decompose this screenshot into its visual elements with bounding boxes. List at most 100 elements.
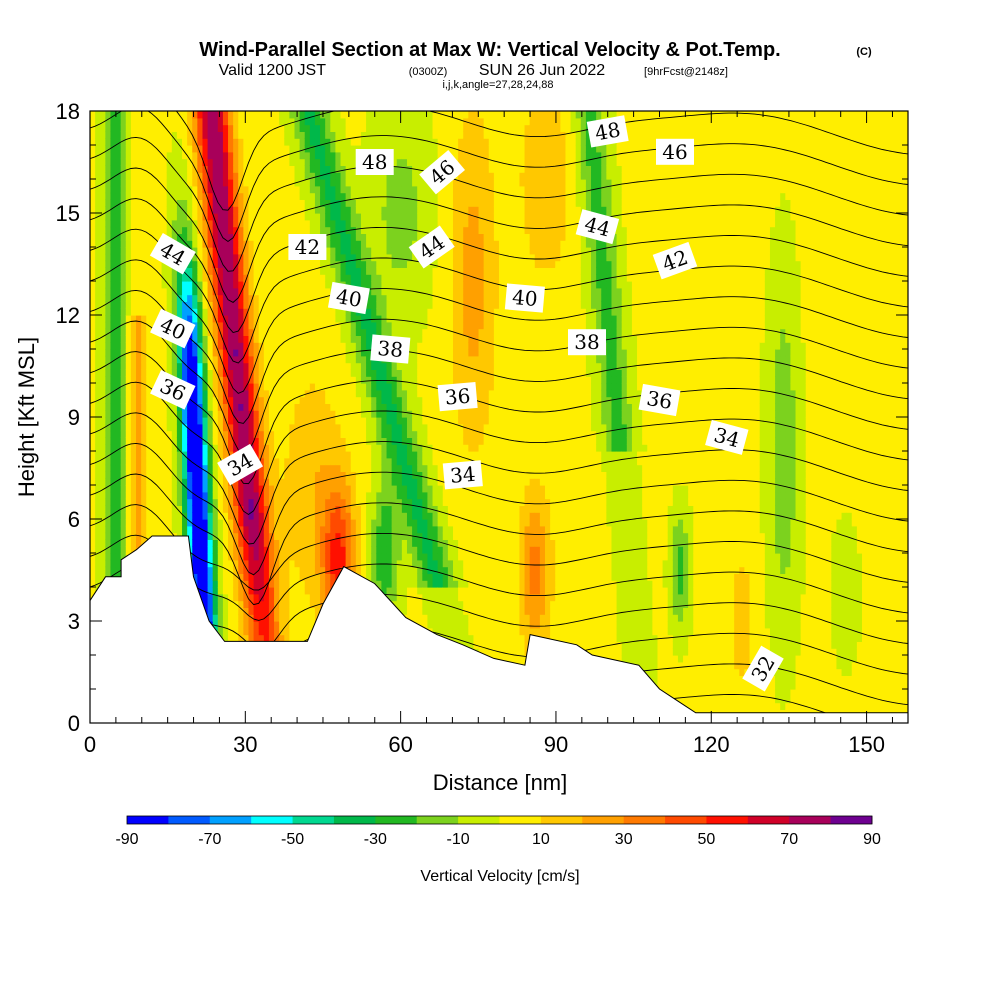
velocity-cell (294, 158, 301, 166)
velocity-cell (228, 294, 234, 302)
velocity-cell (130, 410, 137, 418)
velocity-cell (289, 362, 296, 370)
velocity-cell (279, 621, 285, 629)
velocity-cell (120, 260, 127, 268)
velocity-cell (268, 226, 275, 234)
velocity-cell (258, 566, 265, 574)
velocity-cell (294, 369, 301, 377)
velocity-cell (100, 505, 106, 513)
velocity-cell (268, 498, 275, 506)
velocity-cell (304, 512, 311, 520)
velocity-cell (161, 342, 168, 350)
velocity-cell (304, 621, 311, 629)
velocity-cell (136, 179, 142, 187)
velocity-cell (345, 559, 352, 568)
velocity-cell (187, 403, 193, 411)
velocity-cell (366, 485, 372, 493)
velocity-cell (197, 172, 204, 180)
velocity-cell (314, 274, 321, 282)
velocity-cell (350, 274, 357, 282)
velocity-cell (187, 131, 193, 139)
velocity-cell (110, 383, 117, 391)
velocity-cell (360, 281, 367, 289)
velocity-cell (340, 410, 347, 418)
velocity-cell (146, 519, 152, 527)
velocity-cell (141, 464, 147, 472)
velocity-cell (120, 519, 127, 527)
velocity-cell (161, 396, 168, 404)
chart-title: Wind-Parallel Section at Max W: Vertical… (199, 39, 780, 61)
velocity-cell (243, 185, 250, 194)
velocity-cell (299, 423, 306, 432)
velocity-cell (350, 131, 357, 139)
velocity-cell (217, 240, 224, 248)
velocity-cell (258, 213, 265, 221)
velocity-cell (325, 559, 331, 568)
velocity-cell (360, 335, 367, 343)
velocity-cell (151, 117, 158, 126)
velocity-cell (268, 308, 275, 316)
velocity-cell (120, 355, 127, 364)
velocity-cell (120, 321, 127, 330)
velocity-cell (304, 260, 311, 268)
velocity-cell (340, 546, 347, 554)
velocity-cell (95, 124, 101, 132)
velocity-cell (345, 525, 352, 534)
velocity-cell (212, 131, 219, 139)
velocity-cell (238, 634, 244, 642)
velocity-cell (325, 451, 331, 459)
velocity-cell (110, 158, 117, 166)
velocity-cell (243, 396, 250, 404)
velocity-cell (176, 308, 183, 316)
velocity-cell (330, 274, 336, 282)
velocity-cell (146, 437, 152, 445)
velocity-cell (238, 383, 244, 391)
velocity-cell (212, 566, 219, 574)
velocity-cell (279, 294, 285, 302)
velocity-cell (90, 179, 96, 187)
velocity-cell (289, 260, 296, 268)
velocity-cell (253, 559, 260, 568)
velocity-cell (105, 369, 112, 377)
velocity-cell (314, 573, 321, 581)
velocity-cell (366, 219, 372, 228)
velocity-cell (274, 274, 280, 282)
velocity-cell (222, 192, 229, 200)
velocity-cell (263, 185, 270, 194)
velocity-cell (202, 553, 209, 561)
velocity-cell (314, 219, 321, 228)
velocity-cell (330, 172, 336, 180)
velocity-cell (115, 342, 122, 350)
velocity-cell (284, 410, 290, 418)
velocity-cell (314, 111, 321, 119)
velocity-cell (151, 124, 158, 132)
velocity-cell (268, 335, 275, 343)
velocity-cell (202, 117, 209, 126)
valid-zulu: (0300Z) (409, 66, 448, 78)
velocity-cell (253, 233, 260, 241)
velocity-cell (130, 532, 137, 540)
velocity-cell (115, 376, 122, 384)
velocity-cell (110, 464, 117, 472)
velocity-cell (345, 281, 352, 289)
velocity-cell (274, 485, 280, 493)
velocity-cell (299, 267, 306, 275)
velocity-cell (130, 179, 137, 187)
velocity-cell (110, 430, 117, 438)
velocity-cell (217, 362, 224, 370)
velocity-cell (156, 294, 163, 302)
velocity-cell (268, 192, 275, 200)
velocity-cell (355, 444, 362, 452)
velocity-cell (243, 600, 250, 608)
velocity-cell (350, 383, 357, 391)
velocity-cell (320, 396, 326, 404)
velocity-cell (95, 315, 101, 323)
velocity-cell (304, 498, 311, 506)
velocity-cell (345, 267, 352, 275)
velocity-cell (335, 321, 342, 330)
velocity-cell (233, 389, 239, 398)
velocity-cell (110, 342, 117, 350)
velocity-cell (258, 376, 265, 384)
velocity-cell (207, 213, 214, 221)
velocity-cell (335, 464, 342, 472)
